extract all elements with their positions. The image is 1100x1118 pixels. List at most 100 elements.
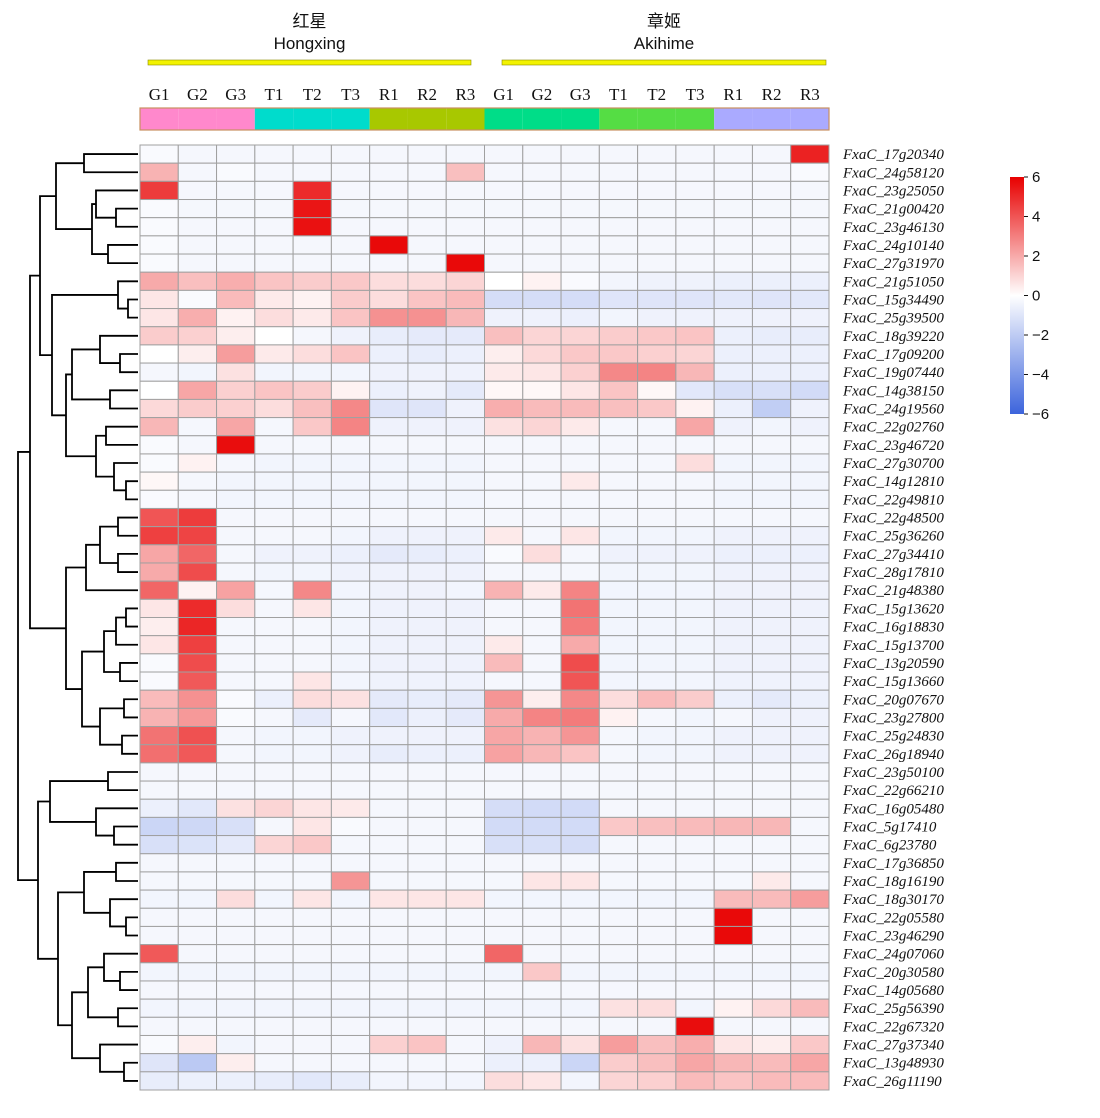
heatmap-cell [330,453,371,473]
heatmap-cell [751,598,792,618]
heatmap-cell [407,380,447,400]
heatmap-cell [139,889,179,909]
heatmap-cell [369,580,409,600]
heatmap-cell [522,417,562,437]
heatmap-cell [598,889,639,909]
heatmap-cell [254,780,294,800]
heatmap-cell [484,526,524,546]
heatmap-cell [484,598,524,618]
row-label: FxaC_13g48930 [842,1056,944,1072]
heatmap-cell [522,617,562,637]
row-label: FxaC_25g24830 [842,729,944,745]
heatmap-cell [369,180,409,201]
heatmap-cell [713,162,753,182]
heatmap-cell [254,453,294,473]
heatmap-cell [560,744,600,764]
heatmap-cell [751,289,792,310]
heatmap-cell [330,998,371,1018]
dendrogram-branch [115,207,138,228]
heatmap-cell [292,617,332,637]
heatmap-cell [292,907,332,927]
heatmap-cell [177,871,218,891]
heatmap-cell [637,235,677,255]
heatmap-cell [292,453,332,473]
heatmap-cell [484,435,524,455]
row-label: FxaC_27g34410 [842,547,944,563]
heatmap-cell [369,653,409,673]
row-label: FxaC_18g30170 [842,892,944,908]
heatmap-cell [369,235,409,255]
heatmap-cell [369,562,409,582]
heatmap-cell [292,526,332,546]
heatmap-cell [637,580,677,600]
legend-tick-label: 6 [1032,169,1040,186]
row-label: FxaC_23g46130 [842,220,944,236]
heatmap-cell [675,580,715,600]
dendrogram-branch [125,607,138,628]
row-label: FxaC_16g18830 [842,620,944,636]
heatmap-cell [598,562,639,582]
dendrogram-branch [115,616,138,646]
heatmap-cell [292,689,332,709]
heatmap-cell [560,962,600,982]
heatmap-cell [522,235,562,255]
heatmap-cell [407,925,447,946]
heatmap-cell [713,998,753,1018]
heatmap-cell [369,944,409,964]
heatmap-cell [560,816,600,837]
heatmap-cell [637,1034,677,1055]
heatmap-cell [177,1016,218,1036]
heatmap-cell [216,798,256,818]
heatmap-cell [713,289,753,310]
row-label: FxaC_23g46290 [842,929,944,945]
heatmap-cell [560,907,600,927]
heatmap-cell [292,871,332,891]
heatmap-cell [522,362,562,382]
heatmap-cell [330,362,371,382]
heatmap-cell [751,835,792,855]
heatmap-cell [637,217,677,237]
heatmap-cell [407,217,447,237]
heatmap-cell [292,944,332,964]
heatmap-cell [675,526,715,546]
dendrogram-branch [83,153,138,174]
heatmap-cell [216,907,256,927]
heatmap-cell [637,1016,677,1036]
heatmap-cell [445,1053,486,1073]
heatmap-cell [637,617,677,637]
heatmap-cell [560,199,600,219]
row-label: FxaC_22g66210 [842,783,944,799]
column-label: G1 [149,85,170,104]
heatmap-cell [177,362,218,382]
heatmap-cell [522,1053,562,1073]
heatmap-cell [484,617,524,637]
heatmap-cell [637,253,677,273]
heatmap-cell [484,635,524,655]
heatmap-cell [292,180,332,201]
heatmap-cell [216,562,256,582]
heatmap-cell [407,507,447,528]
heatmap-cell [369,635,409,655]
heatmap-cell [292,853,332,873]
heatmap-cell [751,417,792,437]
heatmap-cell [177,326,218,346]
heatmap-cell [292,253,332,273]
heatmap-cell [790,816,830,837]
column-label: G3 [570,85,591,104]
heatmap-cell [713,308,753,328]
heatmap-cell [598,980,639,1000]
heatmap-cell [292,798,332,818]
heatmap-cell [560,144,600,164]
heatmap-cell [675,925,715,946]
heatmap-cell [484,816,524,837]
heatmap-cell [675,398,715,419]
column-label: R2 [762,85,782,104]
heatmap-cell [177,380,218,400]
dendrogram-branch [99,334,138,364]
heatmap-cell [637,853,677,873]
heatmap-cell [407,417,447,437]
heatmap-cell [330,871,371,891]
heatmap-cell [751,471,792,491]
heatmap-cell [369,962,409,982]
heatmap-cell [637,889,677,909]
